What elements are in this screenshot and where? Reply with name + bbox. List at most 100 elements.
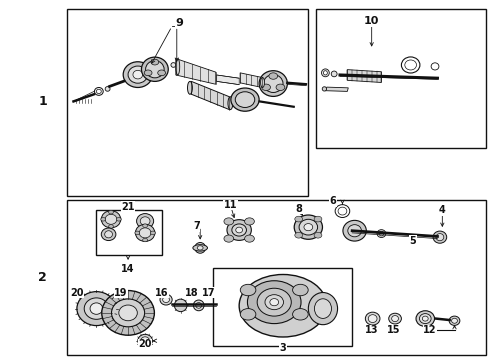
Bar xyxy=(67,200,486,355)
Ellipse shape xyxy=(304,224,313,231)
Ellipse shape xyxy=(171,63,176,67)
Ellipse shape xyxy=(140,217,150,225)
Polygon shape xyxy=(240,73,262,87)
Ellipse shape xyxy=(112,299,145,327)
Ellipse shape xyxy=(259,71,288,96)
Ellipse shape xyxy=(197,246,203,250)
Ellipse shape xyxy=(141,337,149,345)
Text: 7: 7 xyxy=(193,221,199,231)
Polygon shape xyxy=(192,81,229,110)
Ellipse shape xyxy=(366,312,380,325)
Ellipse shape xyxy=(416,311,435,327)
Text: 11: 11 xyxy=(223,200,237,210)
Text: 21: 21 xyxy=(122,202,135,212)
Ellipse shape xyxy=(247,281,301,324)
Polygon shape xyxy=(176,59,216,84)
Circle shape xyxy=(295,232,303,238)
Ellipse shape xyxy=(331,71,337,77)
Ellipse shape xyxy=(137,213,154,229)
Ellipse shape xyxy=(77,292,116,325)
Text: 3: 3 xyxy=(280,343,286,353)
Ellipse shape xyxy=(261,77,265,87)
Circle shape xyxy=(135,231,140,235)
Circle shape xyxy=(245,218,254,225)
Polygon shape xyxy=(325,87,348,91)
Ellipse shape xyxy=(231,88,259,111)
Bar xyxy=(97,210,162,255)
Ellipse shape xyxy=(133,70,143,79)
Polygon shape xyxy=(347,69,381,82)
Ellipse shape xyxy=(163,297,170,302)
Ellipse shape xyxy=(84,298,109,319)
Ellipse shape xyxy=(308,293,338,325)
Ellipse shape xyxy=(105,231,113,238)
Text: 14: 14 xyxy=(122,264,135,274)
Ellipse shape xyxy=(343,220,367,241)
Ellipse shape xyxy=(299,219,318,235)
Circle shape xyxy=(144,70,152,76)
Circle shape xyxy=(240,309,256,320)
Ellipse shape xyxy=(90,303,103,314)
Circle shape xyxy=(314,232,322,238)
Ellipse shape xyxy=(436,234,444,241)
Text: 5: 5 xyxy=(410,236,416,246)
Ellipse shape xyxy=(433,231,447,243)
Text: 20: 20 xyxy=(70,288,84,297)
Text: 20: 20 xyxy=(138,339,152,349)
Ellipse shape xyxy=(196,302,202,308)
Circle shape xyxy=(109,225,114,228)
Ellipse shape xyxy=(195,243,205,253)
Ellipse shape xyxy=(101,211,121,228)
Text: 4: 4 xyxy=(439,205,446,215)
Text: 12: 12 xyxy=(423,325,437,335)
Ellipse shape xyxy=(452,318,458,323)
Text: 19: 19 xyxy=(114,288,127,297)
Ellipse shape xyxy=(135,224,155,242)
Ellipse shape xyxy=(139,228,151,238)
Circle shape xyxy=(293,284,308,296)
Ellipse shape xyxy=(193,245,207,251)
Circle shape xyxy=(269,73,278,79)
Ellipse shape xyxy=(138,334,152,347)
Circle shape xyxy=(245,235,254,242)
Circle shape xyxy=(240,284,256,296)
Ellipse shape xyxy=(235,92,255,108)
Circle shape xyxy=(262,84,270,90)
Ellipse shape xyxy=(102,291,154,335)
Ellipse shape xyxy=(227,220,251,240)
Ellipse shape xyxy=(323,71,327,75)
Bar xyxy=(316,9,486,148)
Ellipse shape xyxy=(368,315,377,323)
Ellipse shape xyxy=(449,316,460,325)
Text: 1: 1 xyxy=(38,95,47,108)
Circle shape xyxy=(116,217,121,221)
Text: 15: 15 xyxy=(387,325,400,335)
Circle shape xyxy=(314,216,322,222)
Circle shape xyxy=(293,309,308,320)
Ellipse shape xyxy=(294,215,322,239)
Ellipse shape xyxy=(95,87,103,95)
Polygon shape xyxy=(217,75,239,85)
Circle shape xyxy=(224,218,234,225)
Circle shape xyxy=(143,224,147,228)
Ellipse shape xyxy=(105,214,117,224)
Text: 6: 6 xyxy=(329,197,336,206)
Text: 10: 10 xyxy=(364,16,379,26)
Ellipse shape xyxy=(97,89,101,94)
Ellipse shape xyxy=(392,316,398,321)
Ellipse shape xyxy=(315,299,331,319)
Ellipse shape xyxy=(348,225,362,237)
Ellipse shape xyxy=(379,231,384,236)
Circle shape xyxy=(143,238,147,242)
Ellipse shape xyxy=(265,295,284,310)
Circle shape xyxy=(224,235,234,242)
Ellipse shape xyxy=(321,69,329,77)
Ellipse shape xyxy=(264,75,283,93)
Text: 2: 2 xyxy=(38,271,47,284)
Circle shape xyxy=(101,217,106,221)
Ellipse shape xyxy=(236,227,243,233)
Ellipse shape xyxy=(119,305,137,321)
Text: 17: 17 xyxy=(202,288,215,297)
Ellipse shape xyxy=(174,299,187,312)
Text: 16: 16 xyxy=(155,288,169,297)
